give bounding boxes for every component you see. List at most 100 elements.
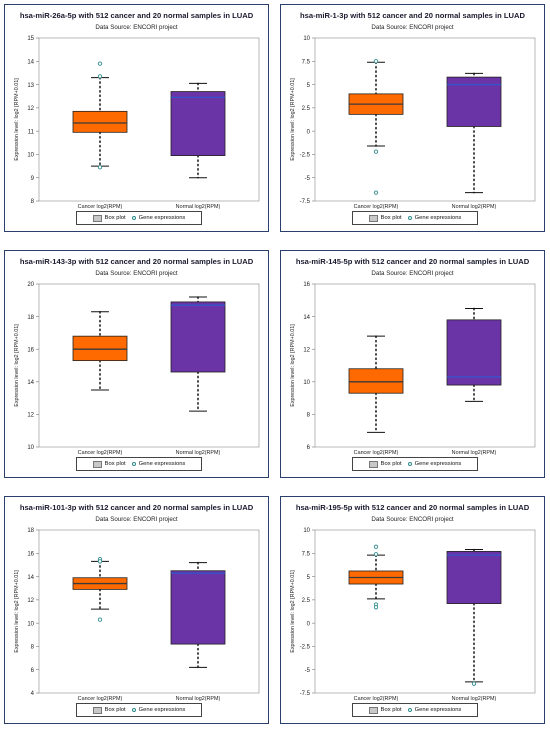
y-tick-label: -7.5: [300, 199, 311, 205]
legend-label-box-plot: Box plot: [104, 707, 126, 713]
boxplot-panel-mir101: hsa-miR-101-3p with 512 cancer and 20 no…: [4, 496, 269, 724]
legend-label-box-plot: Box plot: [104, 215, 126, 221]
y-tick-label: 8: [31, 199, 35, 205]
chart-subtitle: Data Source: ENCORI project: [371, 24, 454, 31]
y-tick-label: -5: [305, 176, 311, 182]
normal-box: [170, 301, 226, 373]
y-tick-label: 12: [27, 413, 34, 419]
y-tick-label: 7.5: [302, 551, 311, 557]
y-tick-label: 14: [27, 380, 34, 386]
plot-frame: [314, 37, 536, 202]
chart-subtitle: Data Source: ENCORI project: [95, 270, 178, 277]
cancer-box: [348, 368, 404, 394]
legend-item-gene-expressions: Gene expressions: [407, 215, 462, 221]
x-category-label: Normal log2(RPM): [452, 204, 497, 210]
outlier-point: [97, 559, 103, 564]
boxplot-panel-mir195: hsa-miR-195-5p with 512 cancer and 20 no…: [280, 496, 545, 724]
chart-title: hsa-miR-1-3p with 512 cancer and 20 norm…: [300, 11, 525, 20]
y-tick-label: 2.5: [302, 598, 311, 604]
chart-subtitle: Data Source: ENCORI project: [371, 270, 454, 277]
y-tick-label: 6: [307, 445, 311, 451]
gene-expression-dot-icon: [131, 216, 136, 220]
y-tick-label: -2.5: [300, 645, 311, 651]
y-tick-label: 10: [27, 621, 34, 627]
gene-expression-dot-icon: [131, 462, 136, 466]
outlier-point: [373, 605, 379, 610]
y-tick-label: 5: [307, 83, 311, 89]
chart-title: hsa-miR-195-5p with 512 cancer and 20 no…: [295, 503, 530, 512]
y-tick-label: 8: [31, 645, 35, 651]
y-tick-label: 15: [27, 36, 34, 42]
normal-box: [446, 551, 502, 604]
cancer-box: [72, 335, 128, 362]
cancer-box: [72, 110, 128, 133]
y-tick-label: -5: [305, 668, 311, 674]
boxplot-panel-mir1: hsa-miR-1-3p with 512 cancer and 20 norm…: [280, 4, 545, 232]
legend-label-gene-expressions: Gene expressions: [138, 461, 186, 467]
chart-title: hsa-miR-145-5p with 512 cancer and 20 no…: [295, 257, 530, 266]
x-category-label: Cancer log2(RPM): [78, 204, 123, 210]
outlier-point: [97, 74, 103, 79]
y-tick-label: 5: [307, 575, 311, 581]
gene-expression-dot-icon: [131, 708, 136, 712]
outlier-point: [471, 681, 477, 686]
y-tick-label: 2.5: [302, 106, 311, 112]
x-category-label: Cancer log2(RPM): [354, 450, 399, 456]
chart-title: hsa-miR-26a-5p with 512 cancer and 20 no…: [19, 11, 254, 20]
legend-label-box-plot: Box plot: [104, 461, 126, 467]
chart-legend: Box plot Gene expressions: [76, 211, 202, 225]
y-tick-label: 10: [303, 528, 310, 534]
legend-label-gene-expressions: Gene expressions: [138, 215, 186, 221]
boxplot-panel-mir26a: hsa-miR-26a-5p with 512 cancer and 20 no…: [4, 4, 269, 232]
box-plot-svg: -7.5 -5 -2.5 0 2.5 5 7.5 10 Expression level: lo…: [290, 528, 536, 702]
x-category-label: Normal log2(RPM): [176, 450, 221, 456]
plot-frame: [38, 37, 260, 202]
y-tick-label: 14: [303, 315, 310, 321]
y-tick-label: 12: [27, 598, 34, 604]
y-tick-label: 12: [303, 347, 310, 353]
chart-subtitle: Data Source: ENCORI project: [371, 516, 454, 523]
y-axis-title: Expression level: log2 [RPM+0.01]: [290, 570, 296, 653]
y-axis-title: Expression level: log2 [RPM+0.01]: [14, 324, 20, 407]
x-category-label: Normal log2(RPM): [452, 450, 497, 456]
box-plot-swatch-icon: [368, 460, 378, 468]
box-plot-swatch-icon: [92, 460, 102, 468]
y-tick-label: 18: [27, 315, 34, 321]
chart-title: hsa-miR-143-3p with 512 cancer and 20 no…: [19, 257, 254, 266]
y-tick-label: 16: [27, 347, 34, 353]
gene-expression-dot-icon: [407, 216, 412, 220]
y-tick-label: 14: [27, 59, 34, 65]
y-tick-label: 11: [28, 129, 35, 135]
y-tick-label: 16: [27, 551, 34, 557]
normal-box: [446, 76, 502, 127]
chart-legend: Box plot Gene expressions: [352, 457, 478, 471]
box-plot-svg: 8 9 10 11 12 13 14 15 Expression level: log2 [RP…: [14, 36, 260, 210]
y-axis-title: Expression level: log2 [RPM+0.01]: [290, 324, 296, 407]
legend-label-gene-expressions: Gene expressions: [414, 215, 462, 221]
legend-item-gene-expressions: Gene expressions: [407, 461, 461, 467]
legend-item-box-plot: Box plot: [368, 460, 402, 468]
plot-frame: [314, 529, 536, 694]
outlier-point: [373, 149, 379, 154]
legend-label-gene-expressions: Gene expressions: [414, 707, 462, 713]
y-tick-label: 9: [31, 176, 35, 182]
outlier-point: [97, 165, 103, 170]
y-tick-label: 8: [307, 413, 311, 419]
y-tick-label: 14: [27, 575, 34, 581]
gene-expression-dot-icon: [407, 708, 412, 712]
y-axis-title: Expression level: log2 [RPM+0.01]: [290, 78, 296, 161]
legend-item-box-plot: Box plot: [92, 214, 126, 222]
y-tick-label: -7.5: [300, 691, 311, 697]
normal-box: [170, 91, 226, 156]
chart-legend: Box plot Gene expressions: [352, 703, 478, 717]
normal-box: [170, 570, 226, 645]
legend-item-box-plot: Box plot: [368, 706, 402, 714]
plot-frame: [38, 283, 260, 448]
legend-label-box-plot: Box plot: [380, 461, 402, 467]
x-category-label: Cancer log2(RPM): [78, 696, 123, 702]
chart-title: hsa-miR-101-3p with 512 cancer and 20 no…: [19, 503, 254, 512]
y-tick-label: 18: [27, 528, 34, 534]
y-tick-label: 10: [303, 36, 310, 42]
y-tick-label: 0: [307, 129, 311, 135]
y-tick-label: 4: [31, 691, 35, 697]
